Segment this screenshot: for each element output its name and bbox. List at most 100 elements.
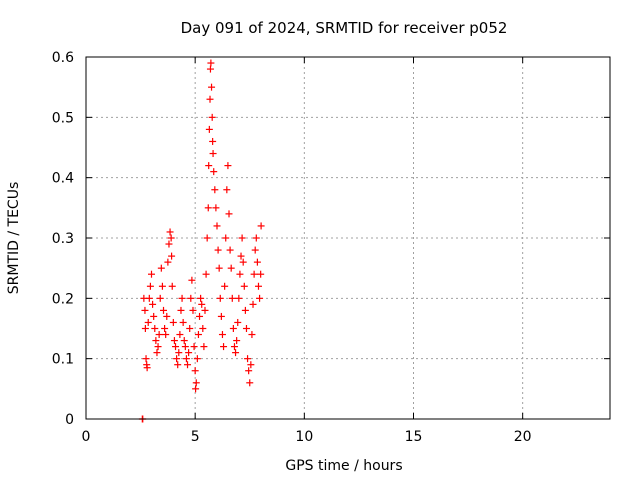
data-point [248, 331, 256, 339]
plot-frame [85, 56, 611, 420]
data-point [214, 246, 222, 254]
data-point [150, 312, 158, 320]
y-tick-label: 0.5 [52, 110, 74, 126]
data-point [234, 318, 242, 326]
data-point [141, 325, 149, 332]
data-point [205, 125, 213, 133]
data-point [206, 65, 214, 73]
data-point [254, 282, 262, 290]
data-point [156, 294, 164, 302]
data-point [168, 252, 176, 260]
data-point [244, 355, 252, 363]
y-tick-label: 0 [65, 412, 74, 428]
data-point [221, 282, 229, 290]
data-point [208, 83, 216, 91]
data-point [142, 355, 150, 363]
data-point [160, 306, 168, 314]
x-tick-label: 0 [82, 429, 91, 445]
data-point [240, 282, 248, 290]
y-tick-label: 0.1 [52, 352, 74, 368]
data-point [256, 294, 264, 302]
data-point [235, 294, 243, 302]
data-point [146, 282, 154, 290]
chart-title: Day 091 of 2024, SRMTID for receiver p05… [181, 19, 508, 37]
data-point [228, 294, 236, 302]
grid-lines [86, 57, 610, 419]
data-point [151, 325, 159, 332]
data-point [143, 364, 151, 372]
data-point [215, 264, 223, 272]
x-tick-label: 15 [405, 429, 423, 445]
data-point [209, 137, 217, 145]
y-tick-label: 0.4 [52, 171, 74, 187]
data-point [185, 349, 193, 357]
data-point [174, 361, 182, 369]
data-point [232, 349, 240, 357]
data-point [202, 270, 210, 278]
data-point [229, 325, 237, 332]
axis-ticks: 0 5 10 15 20 0 0.1 0.2 0.3 0.4 0.5 0.6 [52, 50, 610, 445]
data-point [252, 234, 260, 242]
data-point [201, 306, 209, 314]
x-tick-label: 10 [295, 429, 313, 445]
x-tick-label: 20 [514, 429, 532, 445]
data-point [191, 367, 199, 375]
data-point [154, 343, 162, 351]
data-point [198, 300, 206, 308]
data-point [225, 210, 233, 218]
data-point [166, 228, 174, 236]
data-point [251, 246, 259, 254]
data-point [237, 252, 245, 260]
data-point [145, 294, 153, 302]
data-point [162, 331, 170, 339]
data-point [182, 355, 190, 363]
data-point [193, 355, 201, 363]
data-point [208, 113, 216, 121]
data-point [190, 343, 198, 351]
data-point [175, 349, 183, 357]
data-point [180, 337, 188, 345]
data-point [250, 270, 258, 278]
data-point [249, 300, 257, 308]
data-point [192, 379, 200, 387]
data-point [177, 306, 185, 314]
data-point [155, 331, 163, 339]
data-point [197, 294, 205, 302]
data-point [181, 343, 189, 351]
x-tick-label: 5 [191, 429, 200, 445]
x-axis-label: GPS time / hours [285, 458, 402, 474]
data-point [179, 318, 187, 326]
data-point [204, 204, 212, 212]
data-point [141, 306, 149, 314]
data-point [242, 325, 250, 332]
data-point [199, 325, 207, 332]
data-point [238, 234, 246, 242]
data-point [192, 385, 200, 393]
data-point [207, 59, 215, 67]
data-point [220, 343, 228, 351]
data-point [233, 337, 241, 345]
data-point [172, 343, 180, 351]
data-point [165, 240, 173, 248]
data-point [241, 306, 249, 314]
data-point [217, 312, 225, 320]
data-point [223, 186, 231, 194]
data-point [224, 162, 232, 170]
data-point [222, 234, 230, 242]
data-point [203, 234, 211, 242]
y-axis-label: SRMTID / TECUs [6, 182, 22, 295]
data-point [194, 331, 202, 339]
data-point [257, 222, 265, 230]
data-point [245, 367, 253, 375]
data-point [189, 306, 197, 314]
y-tick-label: 0.3 [52, 231, 74, 247]
data-point [184, 361, 192, 369]
data-points [138, 59, 265, 423]
data-point [213, 222, 221, 230]
data-point [188, 276, 196, 284]
data-point [196, 312, 204, 320]
data-point [218, 331, 226, 339]
data-point [211, 186, 219, 194]
data-point [186, 325, 194, 332]
